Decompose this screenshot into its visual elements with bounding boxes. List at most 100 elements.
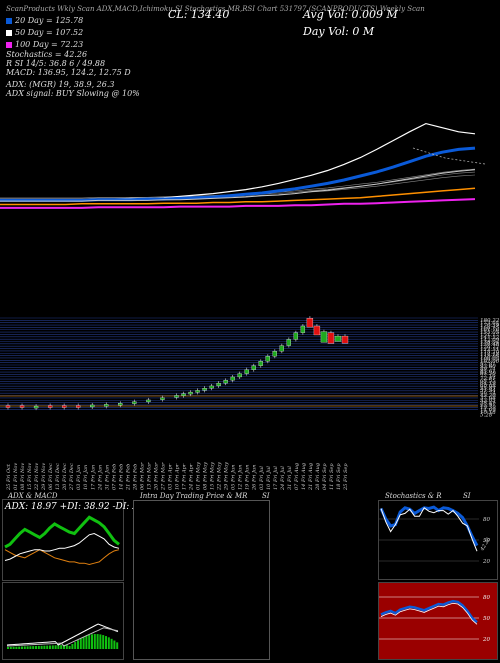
price-axis-label: 166.15 <box>480 325 500 331</box>
macd-panel <box>2 582 124 660</box>
day-volume-label: Day Vol: 0 M <box>303 25 375 38</box>
adx-value: ADX: (MGR) 19, 38.9, 26.3 <box>6 80 115 89</box>
date-axis-label: 13 Fri Dec <box>55 463 61 490</box>
price-axis-label: 5.28 <box>480 412 493 418</box>
macd-histogram-bar <box>110 638 113 649</box>
date-axis-label: 14 Fri Aug <box>301 463 307 490</box>
candle-up <box>195 390 200 393</box>
date-axis-label: 14 Fri Feb <box>118 464 124 490</box>
price-axis-label: 93.60 <box>480 364 496 370</box>
macd-histogram-bar <box>54 645 57 649</box>
price-axis-label: 170.59 <box>480 323 500 329</box>
macd-lines <box>6 623 119 649</box>
date-axis-label: 10 Fri Jul <box>266 466 272 490</box>
adx-panel: ADX: 18.97 +DI: 38.92 -DI: 26.31 <box>2 499 158 581</box>
macd-histogram-bar <box>43 645 46 649</box>
candle-up <box>160 397 165 400</box>
ma-line-20-day <box>0 146 476 202</box>
macd-histogram-bar <box>88 634 91 649</box>
legend-swatch-50 <box>6 30 12 36</box>
date-axis-label: 03 Fri Jan <box>76 465 82 490</box>
legend-swatch-20 <box>6 18 12 24</box>
stoch-panel-si: SI <box>463 492 471 500</box>
macd-histogram-bar <box>18 646 21 649</box>
candle-down <box>313 325 321 336</box>
date-axis-label: 29 Fri May <box>224 462 230 491</box>
price-axis-label: 134.40 <box>480 342 500 348</box>
candle-down <box>341 335 349 344</box>
macd-histogram-bar <box>46 645 49 649</box>
mr-panel-si: SI <box>262 492 270 500</box>
stoch-level-label: 80 <box>483 517 490 523</box>
ma-line-100-day <box>0 187 476 206</box>
rsi-level-label: 50 <box>483 616 490 622</box>
date-axis-label: 25 Fri Sep <box>343 463 349 491</box>
macd-histogram-bar <box>113 640 116 649</box>
candle-up <box>279 345 284 352</box>
macd-histogram-bar <box>51 645 54 649</box>
date-axis-label: 07 Fri Aug <box>294 463 300 490</box>
macd-signal-line <box>6 627 119 647</box>
macd-histogram-bar <box>102 635 105 649</box>
date-axis-label: 21 Fri Aug <box>308 463 314 491</box>
rsi-value: R SI 14/5: 36.8 6 / 49.88 <box>6 59 106 68</box>
date-axis-label: 24 Fri Apr <box>189 463 195 491</box>
date-axis-label: 03 Fri Jul <box>259 466 265 490</box>
price-axis-label: 147.22 <box>480 335 500 341</box>
candle-down <box>327 332 335 344</box>
price-axis-label: 138.04 <box>480 340 500 346</box>
macd-histogram-bar <box>26 646 29 649</box>
price-projection-line <box>412 147 486 165</box>
macd-value: MACD: 136.95, 124.2, 12.75 D <box>6 68 131 77</box>
date-axis-label: 17 Fri Jan <box>90 465 96 490</box>
macd-histogram-bar <box>21 646 23 649</box>
price-axis-label: 55.87 <box>480 386 496 392</box>
price-axis-label: 126.72 <box>480 345 500 351</box>
candle-up <box>258 361 263 366</box>
stochastics-signal-line <box>380 507 478 552</box>
candle-down <box>5 405 11 408</box>
price-axis-label: 60.08 <box>480 383 496 389</box>
price-axis-label: 28.41 <box>479 400 496 406</box>
macd-histogram-bar <box>85 635 88 649</box>
date-axis-label: 13 Fri Mar <box>146 462 152 490</box>
date-axis-label: 01 Fri May <box>196 462 202 490</box>
candle-up <box>286 339 291 346</box>
date-axis-label: 08 Fri Nov <box>20 463 26 490</box>
price-axis-label: 106.05 <box>480 357 500 363</box>
adx-panel-title: ADX & MACD <box>8 492 58 500</box>
macd-histogram-bar <box>35 646 37 649</box>
macd-histogram-bar <box>32 646 35 649</box>
macd-histogram-bar <box>91 634 93 649</box>
candle-up <box>118 403 123 406</box>
price-axis-label: 97.81 <box>480 362 496 368</box>
close-price-label: CL: 134.40 <box>168 8 230 21</box>
mr-panel <box>133 500 270 660</box>
date-axis-label: 21 Fri Feb <box>125 464 131 491</box>
macd-line <box>6 623 119 646</box>
rsi-signal-line <box>380 602 478 625</box>
ma-line-price <box>0 122 476 202</box>
candle-up <box>251 365 256 370</box>
legend-item-20-day: 20 Day = 125.78 <box>6 15 83 27</box>
candle-up <box>244 369 249 374</box>
date-axis-label: 28 Fri Feb <box>132 464 138 491</box>
macd-histogram-bar <box>77 640 79 649</box>
date-axis-label: 07 Fri Feb <box>111 464 117 490</box>
price-axis-label: 161.76 <box>480 328 500 334</box>
legend-item-50-day: 50 Day = 107.52 <box>6 27 83 39</box>
date-axis-label: 08 Fri May <box>203 462 209 490</box>
date-axis-label: 29 Fri Nov <box>41 463 47 491</box>
date-axis-label: 19 Fri Jun <box>245 465 251 490</box>
macd-histogram-bar <box>74 642 77 649</box>
candle-up <box>188 391 193 395</box>
price-axis-label: 46.74 <box>479 391 496 397</box>
date-axis-label: 15 Fri Nov <box>27 463 33 490</box>
price-axis-label: 89.74 <box>480 366 496 372</box>
candle-up <box>216 382 221 387</box>
ma-line-50-day <box>0 169 476 202</box>
stochastics-value: Stochastics = 42.26 <box>6 50 88 59</box>
candle-up <box>293 332 299 340</box>
price-axis-label: 81.30 <box>480 371 496 377</box>
date-axis-label: 15 Fri May <box>210 462 216 490</box>
